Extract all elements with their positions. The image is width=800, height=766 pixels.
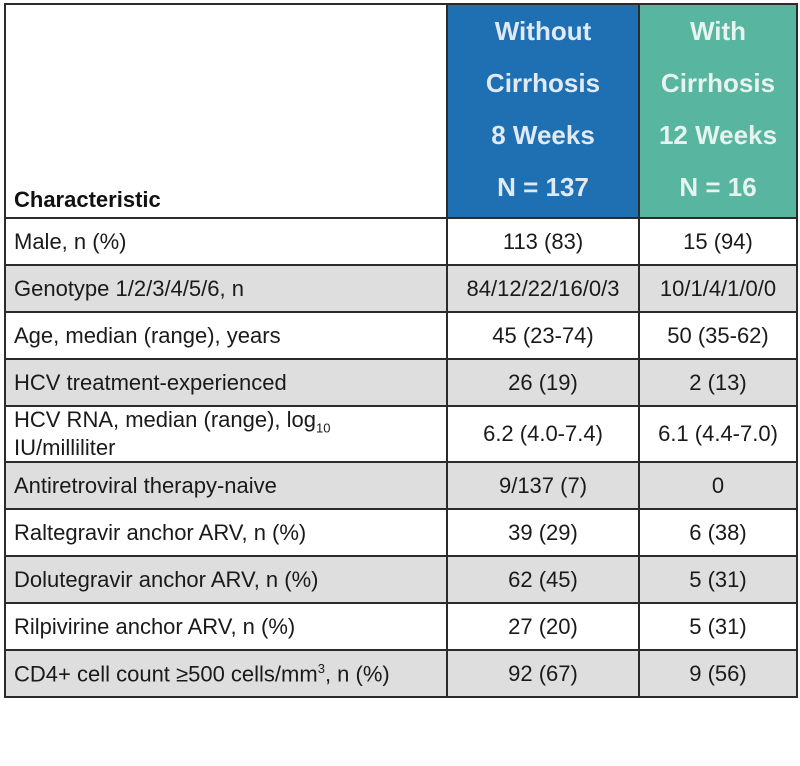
row-value-without: 84/12/22/16/0/3 — [446, 264, 640, 313]
row-value-with: 6.1 (4.4-7.0) — [638, 404, 798, 464]
row-label: Antiretroviral therapy-naive — [4, 461, 448, 511]
header-with-line: With — [689, 16, 747, 46]
row-label: Rilpivirine anchor ARV, n (%) — [4, 602, 448, 652]
row-label: CD4+ cell count ≥500 cells/mm3, n (%) — [4, 649, 448, 699]
row-label-text: , n (%) — [324, 661, 390, 687]
row-label: HCV treatment-experienced — [4, 358, 448, 407]
table-header-row: Characteristic Without Cirrhosis 8 Weeks… — [4, 3, 798, 219]
row-label-text: IU/milliliter — [14, 435, 116, 461]
header-without-line: 8 Weeks — [491, 120, 595, 150]
row-value-without: 26 (19) — [446, 358, 640, 407]
row-label-superscript: 3 — [317, 660, 325, 676]
row-value-with: 0 — [638, 461, 798, 511]
row-value-with: 50 (35-62) — [638, 311, 798, 360]
table-row: HCV treatment-experienced 26 (19) 2 (13) — [4, 358, 798, 407]
row-value-without: 39 (29) — [446, 508, 640, 558]
row-value-without: 113 (83) — [446, 217, 640, 266]
row-value-with: 9 (56) — [638, 649, 798, 699]
table-row: Age, median (range), years 45 (23-74) 50… — [4, 311, 798, 360]
header-characteristic: Characteristic — [4, 3, 448, 219]
table-row: Antiretroviral therapy-naive 9/137 (7) 0 — [4, 461, 798, 511]
row-value-with: 6 (38) — [638, 508, 798, 558]
table-row: HCV RNA, median (range), log10 IU/millil… — [4, 404, 798, 464]
row-value-without: 9/137 (7) — [446, 461, 640, 511]
row-value-without: 92 (67) — [446, 649, 640, 699]
table-row: CD4+ cell count ≥500 cells/mm3, n (%) 92… — [4, 649, 798, 699]
table-row: Genotype 1/2/3/4/5/6, n 84/12/22/16/0/3 … — [4, 264, 798, 313]
table-row: Rilpivirine anchor ARV, n (%) 27 (20) 5 … — [4, 602, 798, 652]
characteristics-table: Characteristic Without Cirrhosis 8 Weeks… — [4, 3, 798, 699]
header-without-line: Without — [494, 16, 592, 46]
table-row: Raltegravir anchor ARV, n (%) 39 (29) 6 … — [4, 508, 798, 558]
header-without-cirrhosis: Without Cirrhosis 8 Weeks N = 137 — [446, 3, 640, 219]
row-label: Age, median (range), years — [4, 311, 448, 360]
row-label-text: CD4+ cell count ≥500 cells/mm — [14, 661, 318, 687]
row-label-subscript: 10 — [316, 420, 331, 436]
row-value-with: 2 (13) — [638, 358, 798, 407]
row-value-without: 62 (45) — [446, 555, 640, 605]
row-value-without: 45 (23-74) — [446, 311, 640, 360]
header-without-line: Cirrhosis — [485, 68, 601, 98]
row-label: Dolutegravir anchor ARV, n (%) — [4, 555, 448, 605]
row-label: Raltegravir anchor ARV, n (%) — [4, 508, 448, 558]
table-row: Male, n (%) 113 (83) 15 (94) — [4, 217, 798, 266]
row-value-without: 27 (20) — [446, 602, 640, 652]
row-value-with: 15 (94) — [638, 217, 798, 266]
row-value-without: 6.2 (4.0-7.4) — [446, 404, 640, 464]
row-label: Genotype 1/2/3/4/5/6, n — [4, 264, 448, 313]
row-label: HCV RNA, median (range), log10 IU/millil… — [4, 404, 448, 464]
row-value-with: 10/1/4/1/0/0 — [638, 264, 798, 313]
header-without-line: N = 137 — [497, 172, 589, 202]
row-value-with: 5 (31) — [638, 555, 798, 605]
row-label: Male, n (%) — [4, 217, 448, 266]
header-with-line: N = 16 — [679, 172, 757, 202]
row-value-with: 5 (31) — [638, 602, 798, 652]
characteristics-table-container: Characteristic Without Cirrhosis 8 Weeks… — [4, 3, 798, 699]
row-label-text: HCV RNA, median (range), log — [14, 407, 317, 432]
header-with-line: Cirrhosis — [660, 68, 776, 98]
table-row: Dolutegravir anchor ARV, n (%) 62 (45) 5… — [4, 555, 798, 605]
header-with-cirrhosis: With Cirrhosis 12 Weeks N = 16 — [638, 3, 798, 219]
header-with-line: 12 Weeks — [658, 120, 778, 150]
